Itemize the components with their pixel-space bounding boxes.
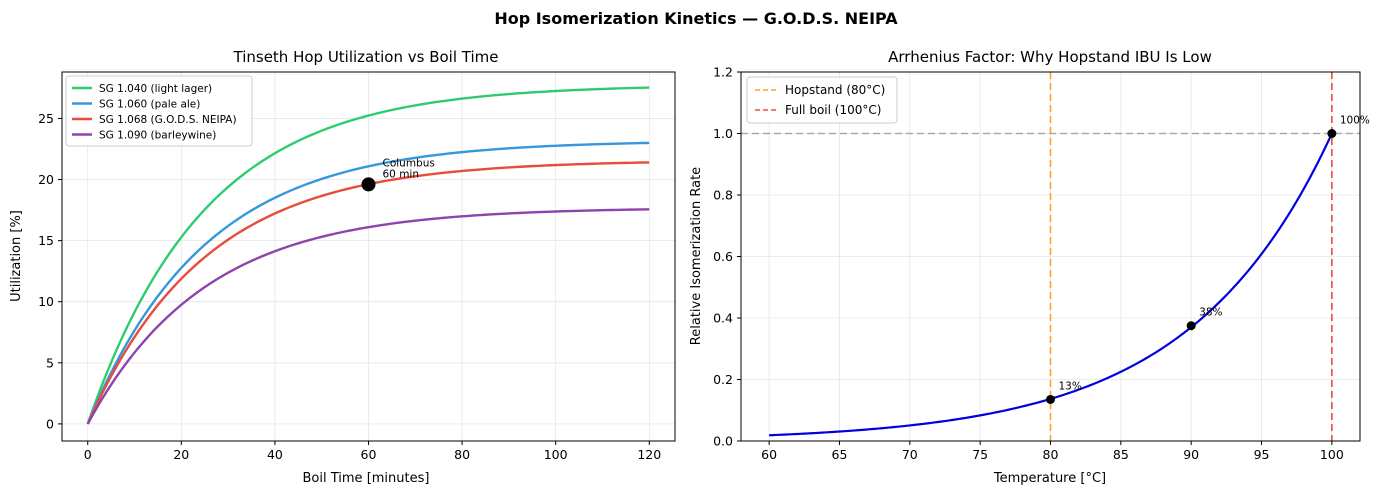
x-tick-label: 70 <box>902 447 918 462</box>
x-tick-label: 90 <box>1183 447 1199 462</box>
arrhenius-points: 13% 38% 100% <box>1046 115 1370 404</box>
y-tick-label: 0.2 <box>713 372 733 387</box>
utilization-annotation: Columbus 60 min <box>361 157 435 192</box>
figure-suptitle: Hop Isomerization Kinetics — G.O.D.S. NE… <box>494 9 898 28</box>
legend-label: Full boil (100°C) <box>785 103 881 117</box>
utilization-grid <box>62 72 675 441</box>
y-tick-label: 0.0 <box>713 434 733 449</box>
x-tick-label: 100 <box>1320 447 1344 462</box>
x-tick-label: 85 <box>1113 447 1129 462</box>
y-tick-label: 0.8 <box>713 188 733 203</box>
arrhenius-chart: Arrhenius Factor: Why Hopstand IBU Is Lo… <box>689 48 1370 486</box>
y-tick-label: 10 <box>38 294 54 309</box>
legend-label: SG 1.060 (pale ale) <box>99 98 200 110</box>
data-point <box>1186 321 1196 331</box>
legend-label: SG 1.040 (light lager) <box>99 83 212 95</box>
arrhenius-legend: Hopstand (80°C) Full boil (100°C) <box>746 76 898 124</box>
x-tick-label: 0 <box>84 447 92 462</box>
y-tick-label: 1.0 <box>713 126 733 141</box>
series-line <box>86 141 650 425</box>
arrhenius-y-label: Relative Isomerization Rate <box>689 167 704 345</box>
x-tick-label: 60 <box>361 447 377 462</box>
legend-label: SG 1.090 (barleywine) <box>99 129 216 141</box>
utilization-y-label: Utilization [%] <box>9 210 24 302</box>
y-tick-label: 0 <box>46 416 54 431</box>
arrhenius-y-ticks: 0.0 0.2 0.4 0.6 0.8 1.0 1.2 <box>713 65 741 449</box>
y-tick-label: 20 <box>38 172 54 187</box>
utilization-y-ticks: 0 5 10 15 20 25 <box>38 111 62 431</box>
arrhenius-x-ticks: 60 65 70 75 80 85 90 95 100 <box>761 441 1344 462</box>
x-tick-label: 80 <box>1043 447 1059 462</box>
annotation-line: Columbus <box>383 157 435 169</box>
legend-label: Hopstand (80°C) <box>785 83 885 97</box>
utilization-x-ticks: 0 20 40 60 80 100 120 <box>84 441 661 462</box>
x-tick-label: 120 <box>637 447 661 462</box>
x-tick-label: 60 <box>761 447 777 462</box>
y-tick-label: 0.4 <box>713 311 733 326</box>
arrhenius-chart-title: Arrhenius Factor: Why Hopstand IBU Is Lo… <box>888 48 1212 66</box>
x-tick-label: 75 <box>972 447 988 462</box>
legend-label: SG 1.068 (G.O.D.S. NEIPA) <box>99 114 237 126</box>
utilization-legend: SG 1.040 (light lager) SG 1.060 (pale ale… <box>65 75 253 147</box>
data-point <box>1327 129 1337 138</box>
y-tick-label: 1.2 <box>713 65 733 80</box>
x-tick-label: 100 <box>544 447 568 462</box>
legend-box <box>65 75 253 147</box>
series-line <box>86 208 650 425</box>
y-tick-label: 15 <box>38 233 54 248</box>
x-tick-label: 65 <box>832 447 848 462</box>
data-point-label: 13% <box>1059 380 1082 392</box>
y-tick-label: 5 <box>46 355 54 370</box>
annotation-label: Columbus 60 min <box>383 157 435 180</box>
x-tick-label: 80 <box>454 447 470 462</box>
legend-box <box>746 76 898 124</box>
annotation-marker <box>361 177 376 192</box>
utilization-chart-title: Tinseth Hop Utilization vs Boil Time <box>233 48 499 66</box>
annotation-line: 60 min <box>383 168 420 180</box>
x-tick-label: 20 <box>173 447 189 462</box>
utilization-chart: Tinseth Hop Utilization vs Boil Time Col… <box>9 48 676 486</box>
y-tick-label: 0.6 <box>713 249 733 264</box>
utilization-x-label: Boil Time [minutes] <box>303 471 430 486</box>
x-tick-label: 95 <box>1254 447 1270 462</box>
y-tick-label: 25 <box>38 111 54 126</box>
x-tick-label: 40 <box>267 447 283 462</box>
data-point <box>1046 394 1055 404</box>
data-point-label: 100% <box>1340 115 1370 127</box>
arrhenius-x-label: Temperature [°C] <box>993 471 1106 486</box>
data-point-label: 38% <box>1199 307 1222 319</box>
series-line <box>86 86 650 425</box>
